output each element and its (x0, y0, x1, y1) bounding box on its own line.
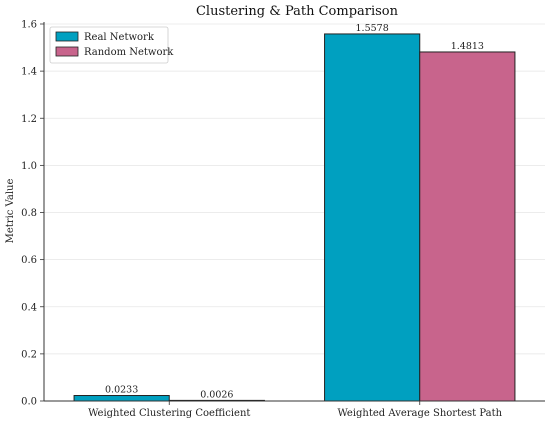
y-tick-label: 1.6 (21, 20, 37, 31)
legend-box (49, 26, 169, 64)
bar-real-network (73, 395, 170, 402)
bar-value-label: 1.5578 (356, 23, 389, 34)
y-tick-label: 1.2 (21, 114, 37, 125)
y-tick-label: 0.8 (21, 208, 37, 219)
legend-swatch (55, 46, 79, 57)
legend-entry: Random Network (84, 47, 174, 58)
bar-real-network (324, 33, 421, 402)
x-tick-label: Weighted Average Shortest Path (337, 408, 502, 419)
legend-swatch (55, 31, 79, 42)
y-tick-label: 1.0 (21, 161, 37, 172)
y-tick-label: 0.4 (21, 302, 37, 313)
legend: Real Network Random Network (49, 26, 174, 64)
y-tick-label: 0.6 (21, 255, 37, 266)
axes: 0.0 0.2 0.4 0.6 0.8 1.0 1.2 1.4 1.6 Weighted Clus… (21, 20, 545, 419)
bar-value-label: 0.0026 (200, 389, 233, 400)
grid-lines (44, 23, 545, 355)
bar-value-labels: 0.0233 0.0026 1.5578 1.4813 (105, 23, 484, 400)
bar-value-label: 0.0233 (105, 385, 138, 396)
x-tick-label: Weighted Clustering Coefficient (88, 408, 250, 419)
bar-value-label: 1.4813 (451, 41, 484, 52)
chart-title: Clustering & Path Comparison (196, 4, 399, 19)
legend-entry: Real Network (84, 32, 155, 43)
bars (73, 33, 516, 402)
y-axis-title: Metric Value (5, 179, 16, 244)
y-tick-label: 0.2 (21, 349, 37, 360)
y-tick-label: 1.4 (21, 67, 37, 78)
bar-random-network (419, 51, 516, 402)
y-tick-label: 0.0 (21, 397, 37, 408)
